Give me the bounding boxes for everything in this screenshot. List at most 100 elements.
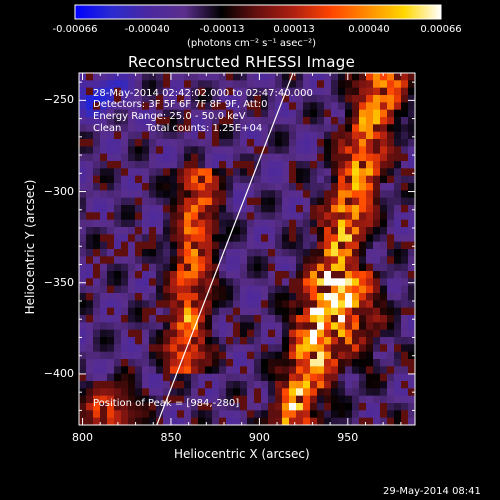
heatmap-cell [156, 153, 164, 162]
heatmap-cell [401, 241, 409, 250]
heatmap-cell [373, 395, 381, 404]
heatmap-cell [261, 117, 269, 125]
heatmap-cell [254, 80, 262, 89]
heatmap-cell [380, 300, 388, 309]
heatmap-cell [296, 417, 304, 425]
heatmap-cell [100, 329, 108, 338]
heatmap-cell [226, 102, 234, 111]
heatmap-cell [275, 300, 283, 309]
heatmap-cell [163, 351, 171, 360]
heatmap-cell [128, 227, 136, 235]
heatmap-cell [114, 95, 122, 103]
heatmap-cell [198, 168, 206, 177]
heatmap-cell [149, 153, 157, 162]
heatmap-cell [254, 175, 262, 184]
heatmap-cell [93, 359, 101, 367]
heatmap-cell [373, 102, 381, 111]
heatmap-cell [107, 388, 115, 397]
heatmap-cell [114, 117, 122, 125]
heatmap-cell [79, 117, 87, 125]
heatmap-cell [331, 256, 339, 265]
heatmap-cell [247, 197, 255, 206]
heatmap-cell [114, 87, 122, 96]
heatmap-cell [408, 241, 415, 250]
heatmap-cell [268, 263, 276, 272]
heatmap-cell [79, 212, 87, 221]
heatmap-cell [233, 168, 241, 177]
heatmap-cell [310, 337, 318, 345]
heatmap-cell [296, 256, 304, 265]
heatmap-cell [198, 300, 206, 309]
heatmap-cell [275, 403, 283, 411]
heatmap-cell [198, 256, 206, 265]
heatmap-cell [79, 322, 87, 331]
heatmap-cell [170, 190, 178, 199]
heatmap-cell [359, 329, 367, 338]
heatmap-cell [198, 351, 206, 360]
heatmap-cell [380, 366, 388, 375]
heatmap-cell [268, 175, 276, 184]
heatmap-cell [191, 315, 199, 323]
heatmap-cell [205, 219, 213, 228]
heatmap-cell [93, 168, 101, 177]
heatmap-cell [387, 373, 395, 382]
heatmap-cell [338, 256, 346, 265]
heatmap-cell [387, 417, 395, 425]
heatmap-cell [205, 322, 213, 331]
heatmap-cell [93, 256, 101, 265]
heatmap-cell [352, 359, 360, 367]
heatmap-cell [114, 153, 122, 162]
heatmap-cell [156, 256, 164, 265]
heatmap-cell [191, 395, 199, 404]
heatmap-cell [79, 234, 87, 243]
heatmap-cell [184, 337, 192, 345]
heatmap-cell [352, 337, 360, 345]
heatmap-cell [226, 307, 234, 316]
heatmap-cell [177, 410, 185, 419]
heatmap-cell [198, 205, 206, 213]
heatmap-cell [408, 124, 415, 133]
heatmap-cell [289, 197, 297, 206]
heatmap-cell [247, 395, 255, 404]
heatmap-cell [261, 102, 269, 111]
heatmap-cell [149, 131, 157, 140]
heatmap-cell [282, 271, 290, 279]
heatmap-cell [107, 285, 115, 294]
heatmap-cell [212, 359, 220, 367]
heatmap-cell [219, 381, 227, 389]
heatmap-cell [324, 80, 332, 89]
y-tick-label: −300 [43, 184, 74, 198]
heatmap-cell [205, 388, 213, 397]
heatmap-cell [93, 212, 101, 221]
heatmap-cell [408, 388, 415, 397]
heatmap-cell [380, 234, 388, 243]
heatmap-cell [387, 227, 395, 235]
heatmap-cell [107, 73, 115, 81]
heatmap-cell [401, 95, 409, 103]
heatmap-cell [86, 131, 94, 140]
heatmap-cell [226, 395, 234, 404]
heatmap-cell [93, 80, 101, 89]
heatmap-cell [107, 190, 115, 199]
heatmap-cell [198, 124, 206, 133]
heatmap-cell [240, 212, 248, 221]
heatmap-cell [254, 285, 262, 294]
heatmap-cell [401, 263, 409, 272]
heatmap-cell [198, 212, 206, 221]
heatmap-cell [261, 124, 269, 133]
heatmap-cell [408, 190, 415, 199]
heatmap-cell [184, 73, 192, 81]
colorbar-units-label: (photons cm⁻² s⁻¹ asec⁻²) [187, 38, 317, 49]
heatmap-cell [191, 241, 199, 250]
heatmap-cell [107, 278, 115, 287]
heatmap-cell [184, 241, 192, 250]
heatmap-cell [114, 234, 122, 243]
heatmap-cell [156, 124, 164, 133]
heatmap-cell [240, 285, 248, 294]
heatmap-cell [114, 102, 122, 111]
heatmap-cell [324, 315, 332, 323]
heatmap-cell [338, 95, 346, 103]
heatmap-cell [289, 102, 297, 111]
heatmap-cell [226, 197, 234, 206]
heatmap-cell [86, 183, 94, 191]
